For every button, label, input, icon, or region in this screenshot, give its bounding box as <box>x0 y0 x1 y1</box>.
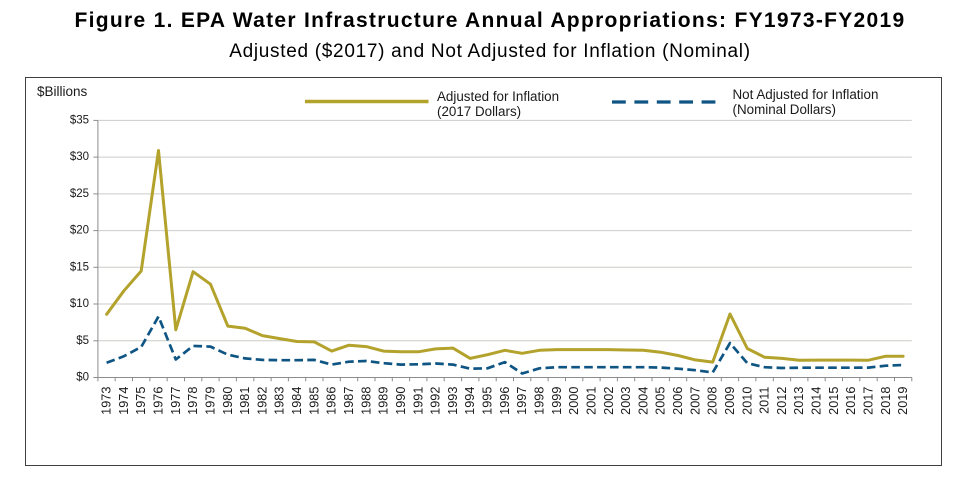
svg-text:2003: 2003 <box>619 387 633 415</box>
svg-text:1983: 1983 <box>273 387 287 415</box>
svg-text:1973: 1973 <box>100 387 114 415</box>
svg-text:1985: 1985 <box>307 387 321 415</box>
svg-text:$30: $30 <box>70 151 89 163</box>
svg-text:1995: 1995 <box>481 387 495 415</box>
svg-text:2001: 2001 <box>584 387 598 415</box>
svg-text:2005: 2005 <box>654 387 668 415</box>
svg-text:1994: 1994 <box>463 387 477 415</box>
svg-text:$0: $0 <box>76 372 89 384</box>
svg-text:1999: 1999 <box>550 387 564 415</box>
svg-text:1982: 1982 <box>255 387 269 415</box>
svg-text:1997: 1997 <box>515 387 529 415</box>
svg-text:$15: $15 <box>70 261 89 273</box>
svg-text:2011: 2011 <box>758 387 772 414</box>
svg-text:1978: 1978 <box>186 387 200 415</box>
svg-text:1992: 1992 <box>429 387 443 415</box>
svg-text:2018: 2018 <box>879 387 893 415</box>
svg-text:2008: 2008 <box>706 387 720 415</box>
svg-text:1976: 1976 <box>152 387 166 415</box>
svg-text:$25: $25 <box>70 188 89 200</box>
svg-text:2000: 2000 <box>567 387 581 415</box>
svg-text:$10: $10 <box>70 298 89 310</box>
svg-text:2013: 2013 <box>792 387 806 415</box>
svg-text:1977: 1977 <box>169 387 183 415</box>
svg-text:1981: 1981 <box>238 387 252 415</box>
svg-text:1984: 1984 <box>290 387 304 415</box>
svg-text:1993: 1993 <box>446 387 460 415</box>
svg-text:1987: 1987 <box>342 387 356 415</box>
svg-text:1979: 1979 <box>204 387 218 415</box>
svg-text:2010: 2010 <box>740 387 754 415</box>
svg-text:$35: $35 <box>70 114 89 126</box>
svg-text:2015: 2015 <box>827 387 841 415</box>
svg-text:2009: 2009 <box>723 387 737 415</box>
svg-text:$5: $5 <box>76 335 89 347</box>
svg-text:1998: 1998 <box>533 387 547 415</box>
svg-text:2016: 2016 <box>844 387 858 415</box>
svg-text:2012: 2012 <box>775 387 789 415</box>
svg-text:2017: 2017 <box>862 387 876 415</box>
svg-text:2019: 2019 <box>896 387 910 415</box>
svg-text:1996: 1996 <box>498 387 512 415</box>
svg-text:1986: 1986 <box>325 387 339 415</box>
svg-text:2014: 2014 <box>810 387 824 415</box>
svg-text:1980: 1980 <box>221 387 235 415</box>
svg-text:2006: 2006 <box>671 387 685 415</box>
svg-text:1991: 1991 <box>411 387 425 415</box>
svg-text:2004: 2004 <box>636 387 650 415</box>
svg-text:1990: 1990 <box>394 387 408 415</box>
svg-text:1988: 1988 <box>359 387 373 415</box>
svg-text:2002: 2002 <box>602 387 616 415</box>
svg-text:1989: 1989 <box>377 387 391 415</box>
svg-text:2007: 2007 <box>688 387 702 415</box>
svg-text:1975: 1975 <box>134 387 148 415</box>
svg-text:$20: $20 <box>70 225 89 237</box>
svg-text:1974: 1974 <box>117 387 131 415</box>
